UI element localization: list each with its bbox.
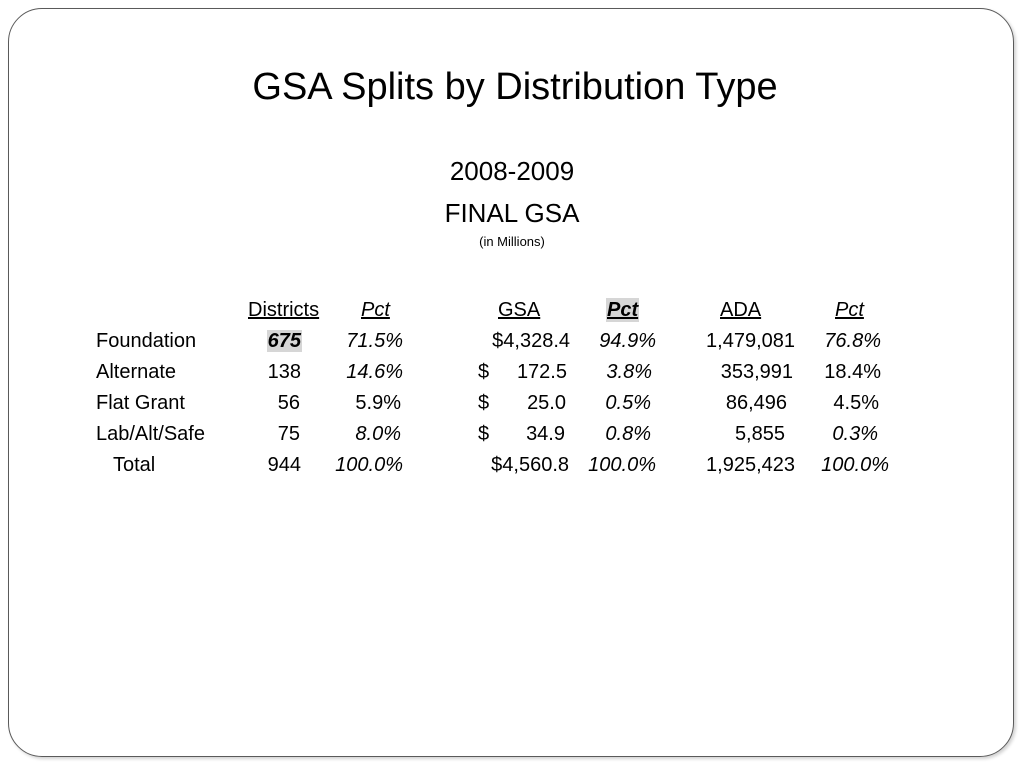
cell-pct-districts-alternate: 14.6%	[346, 361, 403, 383]
cell-districts-flat-grant: 56	[277, 392, 300, 414]
header-gsa: GSA	[498, 299, 541, 321]
cell-pct-ada-alternate: 18.4%	[824, 361, 881, 383]
cell-pct-districts-lab-alt-safe: 8.0%	[355, 423, 401, 445]
cell-ada-lab-alt-safe: 5,855	[734, 423, 785, 445]
cell-ada-total: 1,925,423	[706, 454, 795, 476]
header-ada: ADA	[720, 299, 762, 321]
cell-gsa-alternate: 172.5	[516, 361, 567, 383]
subtitle-units: (in Millions)	[479, 234, 545, 249]
row-label-lab-alt-safe: Lab/Alt/Safe	[96, 423, 205, 445]
header-pct-gsa: Pct	[606, 298, 640, 322]
row-label-foundation: Foundation	[96, 330, 197, 352]
cell-districts-foundation: 675	[266, 330, 302, 352]
cell-gsa-total: $4,560.8	[491, 454, 569, 476]
row-label-alternate: Alternate	[96, 361, 177, 383]
cell-pct-gsa-total: 100.0%	[588, 454, 656, 476]
cell-pct-gsa-foundation: 94.9%	[599, 330, 656, 352]
cell-pct-districts-foundation: 71.5%	[346, 330, 403, 352]
cell-districts-lab-alt-safe: 75	[277, 423, 300, 445]
cell-pct-districts-total: 100.0%	[335, 454, 403, 476]
cell-ada-alternate: 353,991	[720, 361, 793, 383]
cell-gsa-foundation: $4,328.4	[492, 330, 570, 352]
cell-gsa-currency-flat-grant: $	[478, 392, 490, 414]
slide-frame	[8, 8, 1014, 757]
cell-gsa-currency-lab-alt-safe: $	[478, 423, 490, 445]
cell-ada-flat-grant: 86,496	[725, 392, 787, 414]
header-districts: Districts	[248, 299, 320, 321]
header-pct-districts: Pct	[361, 299, 390, 321]
cell-pct-gsa-lab-alt-safe: 0.8%	[605, 423, 651, 445]
cell-pct-districts-flat-grant: 5.9%	[355, 392, 401, 414]
header-pct-ada: Pct	[835, 299, 864, 321]
cell-pct-gsa-alternate: 3.8%	[606, 361, 652, 383]
cell-gsa-currency-alternate: $	[478, 361, 490, 383]
cell-ada-foundation: 1,479,081	[706, 330, 795, 352]
subtitle-final-gsa: FINAL GSA	[444, 198, 580, 228]
row-label-flat-grant: Flat Grant	[96, 392, 185, 414]
cell-pct-ada-total: 100.0%	[821, 454, 889, 476]
slide-title: GSA Splits by Distribution Type	[252, 66, 778, 108]
cell-gsa-flat-grant: 25.0	[527, 392, 566, 414]
row-label-total: Total	[113, 454, 156, 476]
cell-districts-total: 944	[267, 454, 301, 476]
cell-pct-ada-flat-grant: 4.5%	[833, 392, 879, 414]
subtitle-year: 2008-2009	[449, 156, 575, 186]
cell-pct-gsa-flat-grant: 0.5%	[605, 392, 651, 414]
cell-pct-ada-lab-alt-safe: 0.3%	[832, 423, 878, 445]
cell-pct-ada-foundation: 76.8%	[824, 330, 881, 352]
cell-gsa-lab-alt-safe: 34.9	[526, 423, 565, 445]
cell-districts-alternate: 138	[267, 361, 301, 383]
